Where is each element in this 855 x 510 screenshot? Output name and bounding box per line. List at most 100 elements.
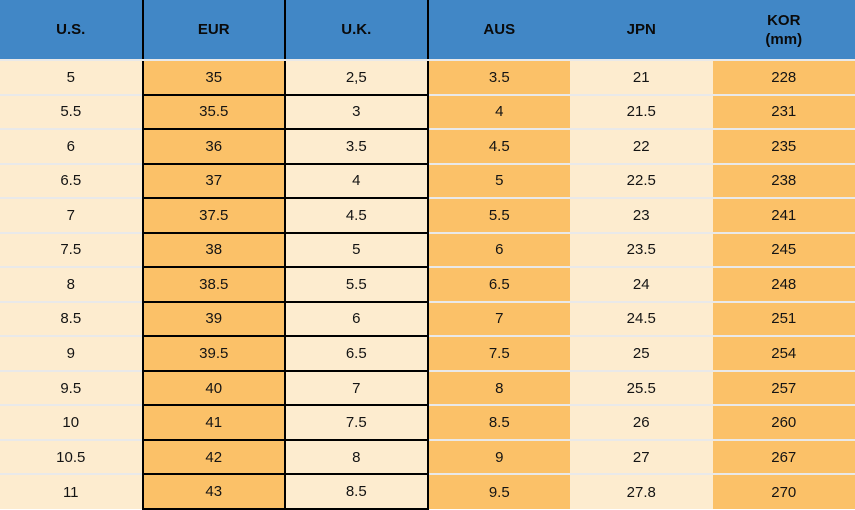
table-cell: 9 bbox=[0, 335, 143, 371]
table-cell: 251 bbox=[712, 300, 855, 337]
table-row: 10.5 42 8 9 27 267 bbox=[0, 438, 855, 476]
table-cell: 6 bbox=[0, 128, 143, 164]
table-cell: 5 bbox=[284, 231, 429, 269]
table-cell: 7.5 bbox=[284, 404, 429, 441]
table-row: 6 36 3.5 4.5 22 235 bbox=[0, 128, 855, 165]
table-cell: 267 bbox=[712, 438, 855, 475]
table-row: 5 35 2,5 3.5 21 228 bbox=[0, 59, 855, 96]
table-cell: 260 bbox=[712, 404, 855, 440]
table-cell: 245 bbox=[712, 231, 855, 268]
table-cell: 7 bbox=[284, 369, 429, 407]
column-label: U.S. bbox=[56, 21, 86, 38]
table-cell: 41 bbox=[141, 404, 286, 441]
table-cell: 25 bbox=[570, 335, 713, 371]
table-row: 8.5 39 6 7 24.5 251 bbox=[0, 300, 855, 338]
header-row: U.S. EUR U.K. AUS JPN KOR (mm) bbox=[0, 0, 855, 61]
column-label: JPN bbox=[626, 21, 656, 38]
table-cell: 241 bbox=[712, 197, 855, 233]
table-cell: 23 bbox=[570, 197, 713, 233]
table-cell: 254 bbox=[712, 335, 855, 371]
table-cell: 10.5 bbox=[0, 438, 143, 475]
table-row: 7 37.5 4.5 5.5 23 241 bbox=[0, 197, 855, 234]
table-cell: 25.5 bbox=[570, 369, 713, 406]
table-cell: 7.5 bbox=[427, 335, 570, 371]
table-cell: 4.5 bbox=[284, 197, 429, 234]
table-header: U.S. EUR U.K. AUS JPN KOR (mm) bbox=[0, 0, 855, 61]
table-cell: 8 bbox=[0, 266, 143, 302]
table-cell: 6.5 bbox=[284, 335, 429, 372]
table-cell: 35.5 bbox=[141, 93, 286, 131]
column-header-jpn: JPN bbox=[570, 0, 713, 61]
table-cell: 7.5 bbox=[0, 231, 143, 268]
table-cell: 8 bbox=[284, 438, 429, 476]
table-cell: 10 bbox=[0, 404, 143, 440]
table-cell: 9 bbox=[427, 438, 570, 475]
table-cell: 6.5 bbox=[0, 162, 143, 199]
table-cell: 36 bbox=[141, 128, 286, 165]
table-cell: 231 bbox=[712, 93, 855, 130]
table-cell: 3.5 bbox=[284, 128, 429, 165]
table-cell: 238 bbox=[712, 162, 855, 199]
table-cell: 11 bbox=[0, 473, 143, 509]
column-label: KOR bbox=[767, 11, 801, 29]
table-cell: 5.5 bbox=[427, 197, 570, 233]
table-cell: 228 bbox=[712, 60, 855, 95]
column-header-us: U.S. bbox=[0, 0, 143, 61]
table-cell: 2,5 bbox=[284, 59, 429, 96]
table-cell: 235 bbox=[712, 128, 855, 164]
table-cell: 21 bbox=[570, 60, 713, 95]
table-cell: 248 bbox=[712, 266, 855, 302]
table-cell: 38 bbox=[141, 231, 286, 269]
table-cell: 26 bbox=[570, 404, 713, 440]
table-cell: 5 bbox=[0, 60, 143, 95]
table-cell: 24 bbox=[570, 266, 713, 302]
table-cell: 6 bbox=[284, 300, 429, 338]
table-cell: 5.5 bbox=[284, 266, 429, 303]
table-cell: 8.5 bbox=[427, 404, 570, 440]
table-cell: 9.5 bbox=[427, 473, 570, 509]
column-label: EUR bbox=[197, 21, 230, 38]
column-header-aus: AUS bbox=[427, 0, 570, 61]
table-cell: 6 bbox=[427, 231, 570, 268]
table-row: 9.5 40 7 8 25.5 257 bbox=[0, 369, 855, 407]
table-cell: 43 bbox=[141, 473, 286, 510]
table-row: 9 39.5 6.5 7.5 25 254 bbox=[0, 335, 855, 372]
table-cell: 5 bbox=[427, 162, 570, 199]
table-cell: 40 bbox=[141, 369, 286, 407]
column-header-uk: U.K. bbox=[284, 0, 429, 61]
table-cell: 23.5 bbox=[570, 231, 713, 268]
table-row: 10 41 7.5 8.5 26 260 bbox=[0, 404, 855, 441]
column-label: AUS bbox=[483, 21, 516, 38]
table-cell: 37 bbox=[141, 162, 286, 200]
table-cell: 8.5 bbox=[284, 473, 429, 510]
table-cell: 4 bbox=[284, 162, 429, 200]
table-cell: 35 bbox=[141, 59, 286, 96]
table-cell: 22.5 bbox=[570, 162, 713, 199]
table-cell: 3.5 bbox=[427, 60, 570, 95]
table-row: 7.5 38 5 6 23.5 245 bbox=[0, 231, 855, 269]
table-cell: 4 bbox=[427, 93, 570, 130]
column-label: U.K. bbox=[341, 21, 372, 38]
table-cell: 9.5 bbox=[0, 369, 143, 406]
table-cell: 3 bbox=[284, 93, 429, 131]
table-cell: 8.5 bbox=[0, 300, 143, 337]
table-row: 8 38.5 5.5 6.5 24 248 bbox=[0, 266, 855, 303]
table-cell: 6.5 bbox=[427, 266, 570, 302]
table-cell: 24.5 bbox=[570, 300, 713, 337]
table-body: 5 35 2,5 3.5 21 228 5.5 35.5 3 4 21.5 231 6 36 3.5 4.5 2… bbox=[0, 59, 855, 510]
table-cell: 21.5 bbox=[570, 93, 713, 130]
table-cell: 270 bbox=[712, 473, 855, 509]
table-cell: 39.5 bbox=[141, 335, 286, 372]
table-row: 5.5 35.5 3 4 21.5 231 bbox=[0, 93, 855, 131]
table-cell: 27 bbox=[570, 438, 713, 475]
table-cell: 5.5 bbox=[0, 93, 143, 130]
table-cell: 4.5 bbox=[427, 128, 570, 164]
column-sublabel: (mm) bbox=[765, 30, 803, 48]
table-cell: 27.8 bbox=[570, 473, 713, 509]
table-cell: 38.5 bbox=[141, 266, 286, 303]
table-cell: 42 bbox=[141, 438, 286, 476]
table-cell: 22 bbox=[570, 128, 713, 164]
table-row: 11 43 8.5 9.5 27.8 270 bbox=[0, 473, 855, 510]
column-header-kor: KOR (mm) bbox=[712, 0, 855, 61]
